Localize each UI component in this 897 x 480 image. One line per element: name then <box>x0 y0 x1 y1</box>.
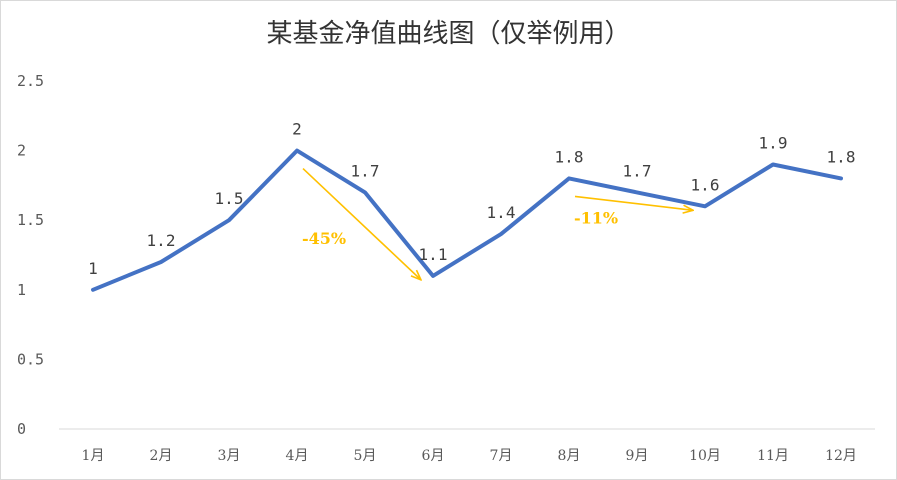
x-tick-label: 9月 <box>626 448 649 464</box>
data-label: 1.7 <box>623 161 652 180</box>
data-label: 1.8 <box>827 147 856 166</box>
x-tick-label: 1月 <box>82 448 105 464</box>
annotation-label: -11% <box>574 208 618 227</box>
data-label: 2 <box>292 120 302 139</box>
annotation-label: -45% <box>302 229 346 248</box>
data-label: 1.7 <box>351 161 380 180</box>
x-tick-label: 11月 <box>757 448 789 464</box>
data-label: 1 <box>88 259 98 278</box>
x-tick-label: 12月 <box>825 448 857 464</box>
series-line <box>91 148 843 292</box>
x-tick-label: 7月 <box>490 448 513 464</box>
data-label: 1.1 <box>419 245 448 264</box>
data-label: 1.4 <box>487 203 516 222</box>
x-tick-label: 8月 <box>558 448 581 464</box>
x-tick-label: 2月 <box>150 448 173 464</box>
data-label: 1.2 <box>147 231 176 250</box>
x-tick-label: 5月 <box>354 448 377 464</box>
x-tick-label: 6月 <box>422 448 445 464</box>
data-label: 1.9 <box>759 134 788 153</box>
x-tick-label: 10月 <box>689 448 721 464</box>
y-tick-label: 1 <box>17 281 26 299</box>
data-label: 1.6 <box>691 175 720 194</box>
data-label: 1.8 <box>555 147 584 166</box>
x-tick-label: 3月 <box>218 448 241 464</box>
y-tick-label: 0 <box>17 420 26 438</box>
y-tick-label: 1.5 <box>17 211 44 229</box>
data-label: 1.5 <box>215 189 244 208</box>
annotation-arrow <box>302 168 421 280</box>
y-tick-label: 2 <box>17 142 26 160</box>
chart-title: 某基金净值曲线图（仅举例用） <box>266 19 631 49</box>
x-tick-label: 4月 <box>286 448 309 464</box>
y-tick-label: 0.5 <box>17 350 44 368</box>
annotation-arrow <box>574 195 693 210</box>
y-tick-label: 2.5 <box>17 72 44 90</box>
